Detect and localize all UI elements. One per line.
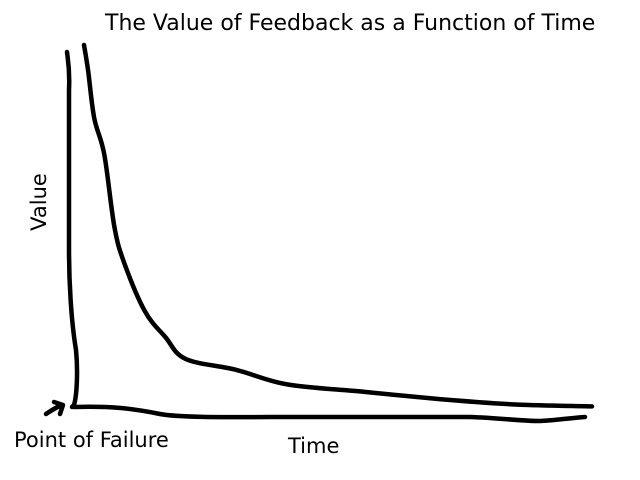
y-axis-label: Value: [27, 173, 51, 231]
feedback-value-curve: [81, 42, 595, 409]
point-of-failure-arrow: [43, 399, 66, 417]
point-of-failure-annotation: Point of Failure: [14, 428, 169, 452]
chart-title: The Value of Feedback as a Function of T…: [104, 11, 595, 36]
x-axis-label: Time: [287, 434, 339, 458]
series-layer: [81, 42, 595, 409]
y-axis-line: [64, 49, 80, 410]
x-axis-line: [71, 404, 588, 424]
